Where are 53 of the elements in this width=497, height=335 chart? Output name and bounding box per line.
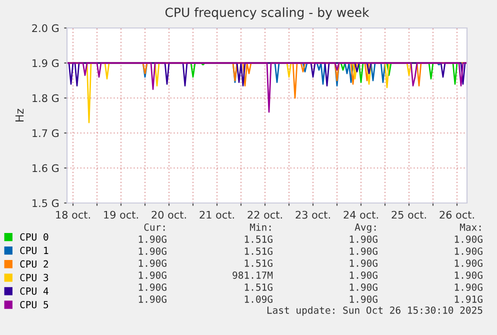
y-tick-label: 2.0 G [32,24,59,32]
legend-label: CPU 0 [20,233,48,241]
legend-label: CPU 2 [20,260,48,268]
y-tick-label: 1.7 G [32,129,59,138]
text: Avg: [354,224,376,233]
x-tick-label: 23 oct. [296,210,330,219]
text: 1.91G [454,295,482,303]
text: 1.09G [244,295,272,303]
text: 1.90G [350,259,378,267]
legend-label: CPU 4 [20,287,48,295]
y-tick-label: 1.9 G [32,59,59,68]
text: 1.90G [138,259,166,267]
text: 1.90G [454,271,482,279]
text: 1.51G [244,235,272,243]
text: 1.90G [454,283,482,291]
x-tick-label: 22 oct. [248,210,282,219]
text: 1.90G [350,247,378,255]
x-tick-label: 26 oct. [440,210,474,219]
text: Last update: Sun Oct 26 15:30:10 2025 [267,306,482,316]
text: 1.90G [454,247,482,255]
y-tick-label: 1.8 G [32,94,59,102]
legend-label: CPU 3 [20,274,48,282]
x-tick-label: 25 oct. [392,210,426,219]
x-tick-label: 21 oct. [200,210,234,219]
legend-label: CPU 5 [20,300,48,308]
y-tick-label: 1.5 G [32,199,59,208]
text: 1.90G [350,295,378,303]
text: 1.90G [350,235,378,243]
y-axis-title: Hz [15,108,24,122]
text: 1.90G [350,271,378,279]
text: 1.90G [138,295,166,303]
text: 1.90G [138,271,166,279]
x-tick-label: 18 oct. [56,210,90,219]
line-series [67,62,467,113]
x-tick-label: 19 oct. [104,210,138,219]
y-tick-label: 1.6 G [32,164,59,172]
x-tick-label: 20 oct. [152,210,186,219]
text: Cur: [144,223,165,231]
text: Min: [250,223,271,231]
text: 1.51G [244,259,272,267]
text: 1.90G [350,283,378,291]
text: 1.90G [454,235,482,243]
text: 1.90G [454,259,482,267]
text: 1.90G [138,235,166,243]
text: 981.17M [232,271,273,279]
text: 1.51G [244,247,272,255]
chart-title: CPU frequency scaling - by week [165,7,370,20]
legend-label: CPU 1 [20,246,48,254]
text: 1.51G [244,283,272,291]
text: Max: [460,224,481,231]
text: 1.90G [138,283,166,291]
text: 1.90G [138,247,166,255]
x-tick-label: 24 oct. [344,210,378,219]
